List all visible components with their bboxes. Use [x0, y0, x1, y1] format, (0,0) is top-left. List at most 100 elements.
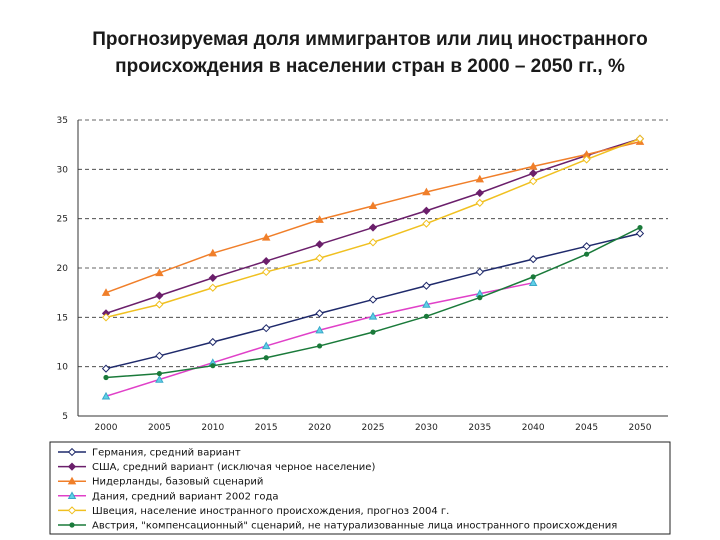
data-point-5-3 — [263, 355, 269, 361]
x-tick-2020: 2020 — [308, 423, 331, 433]
x-tick-2045: 2045 — [575, 423, 598, 433]
data-point-4-3 — [262, 267, 271, 277]
series-5 — [103, 224, 643, 381]
legend-entry-1: США, средний вариант (исключая черное на… — [92, 462, 375, 473]
y-tick-30: 30 — [57, 165, 69, 175]
legend-box — [49, 441, 671, 535]
data-point-0-3 — [262, 324, 271, 333]
series-group — [101, 134, 645, 400]
x-tick-2010: 2010 — [201, 423, 224, 433]
chart-title-line-1: Прогнозируемая доля иммигрантов или лиц … — [92, 29, 648, 50]
x-tick-2015: 2015 — [255, 423, 278, 433]
legend-marker-0 — [67, 447, 77, 457]
data-point-3-1 — [155, 375, 164, 383]
y-tick-25: 25 — [57, 215, 68, 225]
data-point-1-6 — [422, 206, 431, 215]
x-tick-2050: 2050 — [629, 423, 652, 433]
y-tick-10: 10 — [57, 363, 69, 373]
data-point-5-5 — [370, 329, 376, 335]
legend-entry-5: Австрия, "компенсационный" сценарий, не … — [92, 521, 617, 532]
data-point-0-6 — [422, 281, 431, 290]
data-point-4-10 — [635, 134, 645, 143]
series-0 — [101, 229, 645, 373]
data-point-1-3 — [262, 256, 271, 266]
data-point-0-1 — [155, 351, 164, 360]
data-point-4-8 — [529, 177, 538, 186]
data-point-4-2 — [208, 283, 217, 292]
data-point-5-7 — [477, 295, 483, 301]
data-point-4-7 — [475, 198, 484, 207]
data-point-5-2 — [210, 363, 216, 369]
data-point-2-7 — [475, 174, 485, 183]
data-point-4-4 — [315, 254, 324, 263]
data-point-0-4 — [315, 309, 324, 318]
legend-entry-2: Нидерланды, базовый сценарий — [92, 477, 263, 488]
data-point-5-6 — [423, 313, 429, 319]
data-point-5-10 — [637, 224, 643, 231]
series-line-3 — [105, 282, 534, 397]
data-point-5-1 — [156, 370, 162, 377]
data-point-1-2 — [208, 273, 217, 282]
data-point-0-8 — [529, 255, 538, 264]
x-tick-2035: 2035 — [468, 423, 491, 433]
legend-marker-2 — [67, 476, 77, 485]
data-point-1-1 — [155, 291, 164, 300]
data-point-0-9 — [582, 242, 591, 251]
x-tick-2040: 2040 — [522, 423, 545, 433]
data-point-4-9 — [582, 155, 591, 164]
data-point-3-3 — [261, 341, 271, 350]
data-point-1-8 — [529, 169, 538, 178]
data-point-5-4 — [317, 343, 323, 349]
x-tick-2000: 2000 — [95, 423, 118, 433]
data-point-0-2 — [208, 337, 217, 347]
legend-entry-0: Германия, средний вариант — [92, 448, 241, 459]
y-tick-5: 5 — [62, 412, 68, 422]
x-tick-2005: 2005 — [148, 423, 171, 433]
x-tick-labels: 2000 2005 2010 2015 2020 2025 2030 2035 2040 2045… — [95, 423, 652, 433]
data-point-3-6 — [422, 300, 431, 308]
data-point-4-0 — [101, 313, 111, 322]
chart-title-line-2: происхождения в населении стран в 2000 –… — [115, 56, 625, 77]
data-point-2-0 — [101, 288, 111, 296]
series-2 — [101, 137, 645, 296]
data-point-4-6 — [422, 219, 431, 228]
legend: Германия, средний вариант США, средний ва… — [49, 441, 671, 535]
x-tick-2025: 2025 — [362, 423, 385, 433]
axes — [77, 120, 668, 417]
data-point-2-5 — [368, 201, 378, 210]
series-3 — [101, 278, 538, 400]
legend-marker-1 — [67, 462, 77, 471]
gridlines — [78, 119, 668, 368]
data-point-2-4 — [315, 215, 324, 223]
data-point-0-5 — [368, 295, 378, 304]
data-point-3-4 — [315, 325, 324, 334]
data-point-2-2 — [208, 248, 218, 257]
data-point-1-7 — [475, 188, 484, 198]
y-tick-35: 35 — [57, 116, 68, 126]
data-point-0-7 — [475, 267, 484, 277]
y-tick-20: 20 — [57, 264, 69, 274]
legend-marker-5 — [69, 522, 75, 528]
data-point-1-4 — [315, 240, 324, 249]
data-point-2-8 — [528, 161, 538, 170]
series-4 — [101, 134, 645, 322]
y-tick-15: 15 — [57, 313, 68, 323]
data-point-2-3 — [261, 232, 271, 241]
legend-marker-3 — [67, 491, 77, 500]
data-point-3-5 — [368, 311, 378, 320]
data-point-0-0 — [101, 364, 111, 373]
legend-entry-4: Швеция, население иностранного происхожд… — [92, 506, 449, 517]
data-point-2-1 — [155, 268, 164, 277]
data-point-5-9 — [584, 251, 590, 257]
data-point-1-5 — [368, 223, 378, 232]
series-1 — [101, 134, 645, 318]
chart-title: Прогнозируемая доля иммигрантов или лиц … — [60, 26, 680, 80]
legend-entry-3: Дания, средний вариант 2002 года — [92, 491, 279, 502]
data-point-0-10 — [635, 229, 645, 238]
x-tick-2030: 2030 — [415, 423, 438, 433]
data-point-2-6 — [422, 187, 431, 196]
data-point-3-8 — [528, 278, 538, 287]
y-tick-labels: 5 10 15 20 25 30 35 — [57, 116, 69, 422]
data-point-4-5 — [368, 238, 378, 247]
